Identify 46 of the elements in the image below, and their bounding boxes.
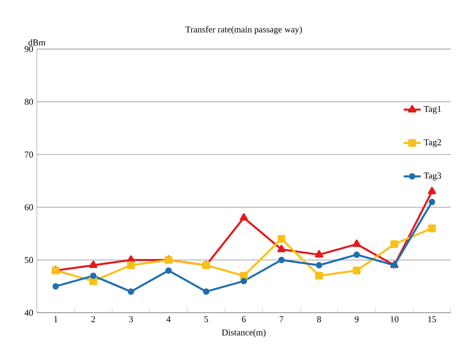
point xyxy=(316,262,322,268)
point xyxy=(428,224,436,232)
point xyxy=(90,272,96,279)
point xyxy=(277,244,286,252)
y-tick-label: 40 xyxy=(24,310,33,316)
point xyxy=(314,250,324,258)
point xyxy=(278,235,286,243)
x-tick-label: 9 xyxy=(354,316,359,322)
x-tick-label: 5 xyxy=(204,316,208,322)
point xyxy=(278,256,285,264)
legend-label: Tag3 xyxy=(424,172,442,181)
x-tick-label: 2 xyxy=(91,316,96,322)
point xyxy=(428,198,436,206)
point xyxy=(89,260,98,268)
point xyxy=(352,266,361,274)
y-tick-label: 90 xyxy=(24,46,33,52)
point xyxy=(428,186,436,194)
legend-label: Tag1 xyxy=(424,106,441,114)
point xyxy=(390,240,398,248)
x-axis-title: Distance(m) xyxy=(222,329,266,338)
y-tick-label: 80 xyxy=(24,98,33,105)
chart-title: Transfer rate(main passage way) xyxy=(186,26,302,34)
y-tick-label: 60 xyxy=(24,204,33,210)
x-tick-label: 6 xyxy=(242,316,246,322)
point xyxy=(52,283,59,290)
point xyxy=(354,252,360,258)
x-tick-label: 4 xyxy=(166,316,171,322)
x-tick-label: 1 xyxy=(54,316,58,322)
point xyxy=(128,288,134,295)
point xyxy=(240,278,248,284)
point xyxy=(240,213,248,221)
x-tick-label: 3 xyxy=(129,316,133,322)
x-tick-label: 8 xyxy=(317,316,321,322)
y-tick-label: 70 xyxy=(24,151,33,158)
point xyxy=(89,277,98,285)
legend-label: Tag2 xyxy=(424,139,441,148)
point xyxy=(352,240,361,247)
point xyxy=(127,261,135,270)
x-tick-label: 15 xyxy=(428,316,436,322)
x-tick-label: 10 xyxy=(390,316,398,322)
point xyxy=(315,272,323,280)
point xyxy=(203,288,210,295)
point xyxy=(165,267,172,274)
y-axis-title: dBm xyxy=(28,39,46,46)
x-tick-label: 7 xyxy=(280,316,284,322)
y-tick-label: 50 xyxy=(24,256,33,264)
